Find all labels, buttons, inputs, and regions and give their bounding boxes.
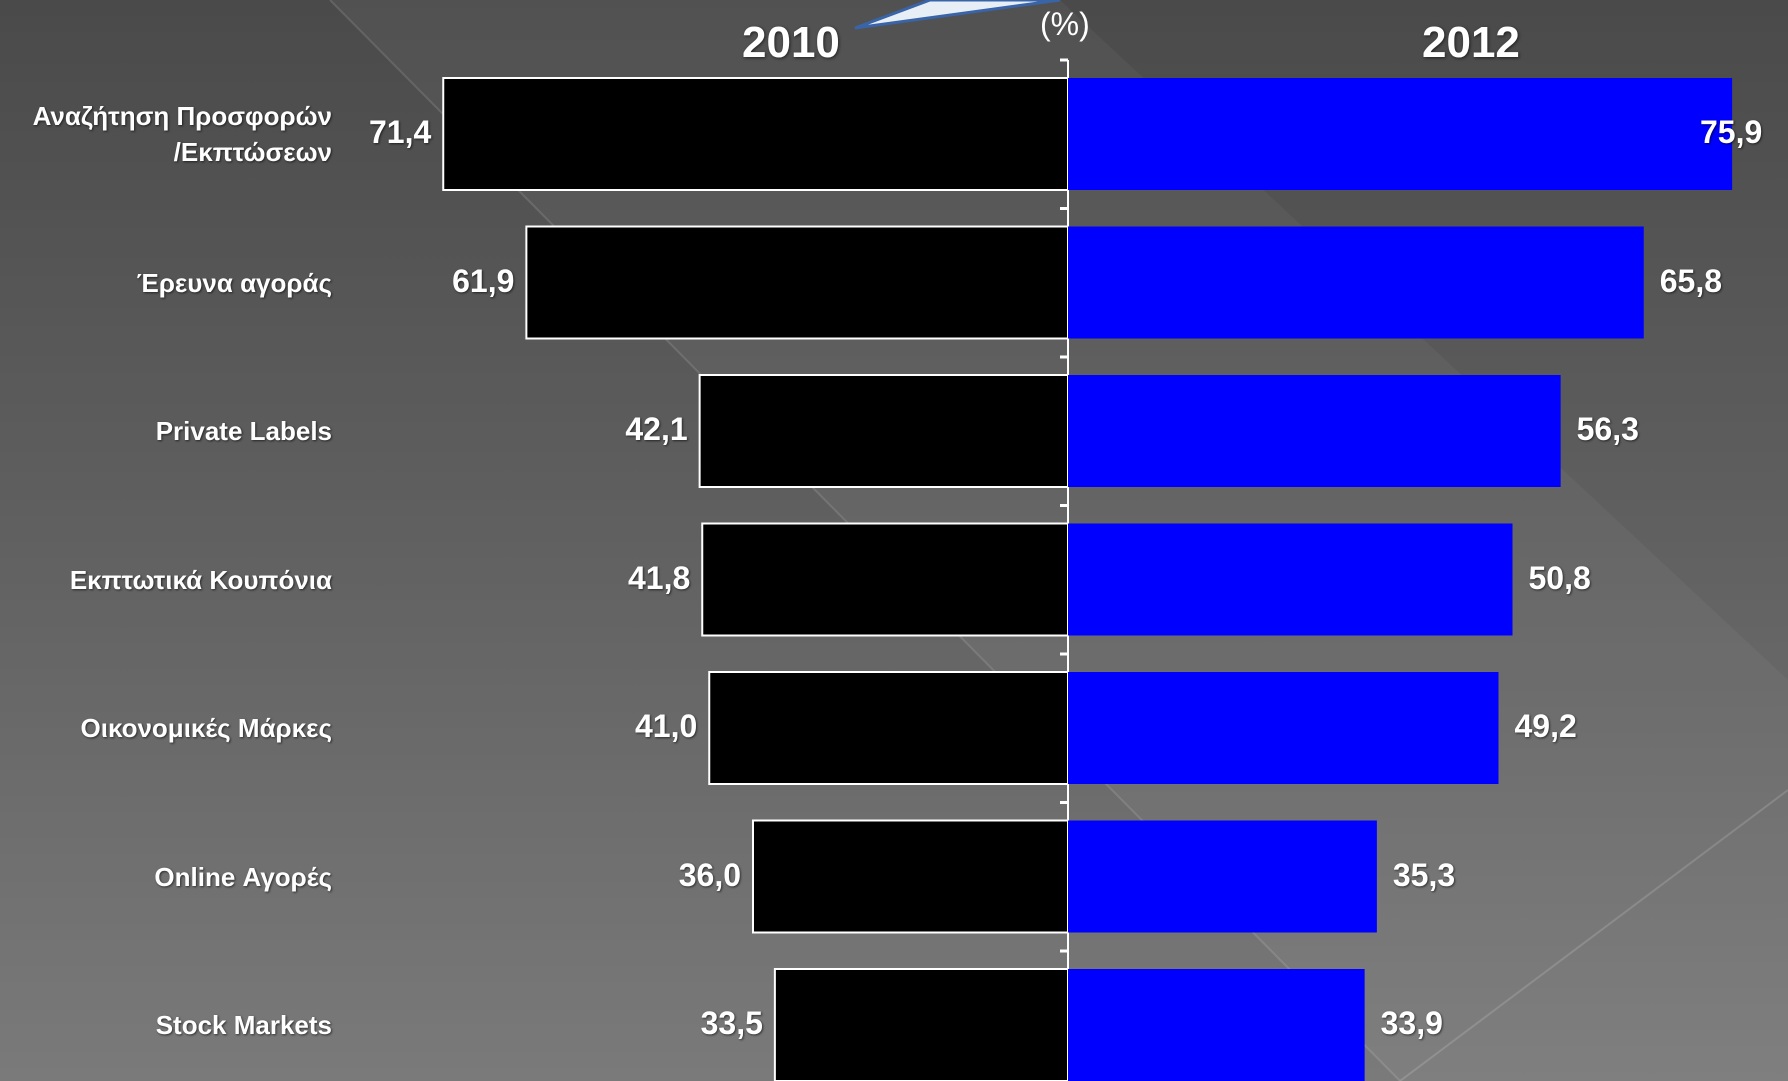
value-label-2010: 61,9 (452, 262, 515, 299)
bar-2012 (1068, 78, 1733, 190)
value-label-2010: 71,4 (368, 114, 432, 150)
bar-2012 (1068, 820, 1377, 933)
bar-2010 (752, 819, 1069, 934)
value-label-2010: 42,1 (625, 411, 688, 447)
legend-2010: 2010 (742, 18, 840, 67)
value-label-2012: 65,8 (1659, 262, 1723, 299)
value-label-2012: 49,2 (1514, 708, 1577, 744)
bar-2010 (708, 671, 1069, 785)
value-label-2012: 35,3 (1392, 856, 1456, 893)
value-label-2012: 33,9 (1380, 1005, 1443, 1041)
legend-2012: 2012 (1422, 18, 1520, 67)
bar-2010 (701, 522, 1069, 637)
category-label: Stock Markets (155, 1010, 332, 1040)
bar-2012 (1068, 523, 1513, 636)
value-label-2010: 36,0 (678, 856, 741, 893)
bar-2010 (698, 374, 1069, 488)
bar-2012 (1068, 226, 1644, 339)
bar-2012 (1068, 969, 1365, 1081)
value-label-2010: 33,5 (700, 1005, 763, 1041)
category-label: Private Labels (155, 416, 332, 446)
category-label: Αναζήτηση Προσφορών /Εκπτώσεων (32, 101, 332, 167)
category-label: Έρευνα αγοράς (136, 267, 332, 298)
value-label-2012: 50,8 (1528, 559, 1591, 596)
category-label: Εκπτωτικά Κουπόνια (69, 564, 332, 595)
unit-label: (%) (1040, 6, 1090, 42)
value-label-2010: 41,8 (627, 559, 691, 596)
value-label-2012: 56,3 (1576, 411, 1639, 447)
bar-2010 (773, 968, 1069, 1081)
bar-2012 (1068, 375, 1561, 487)
category-label: Οικονομικές Μάρκες (80, 713, 333, 743)
value-label-2010: 41,0 (634, 708, 698, 744)
bar-2010 (525, 225, 1069, 340)
bar-2010 (442, 77, 1069, 191)
bar-2012 (1068, 672, 1499, 784)
value-label-2012: 75,9 (1700, 114, 1763, 150)
category-label: Online Αγορές (154, 861, 332, 892)
